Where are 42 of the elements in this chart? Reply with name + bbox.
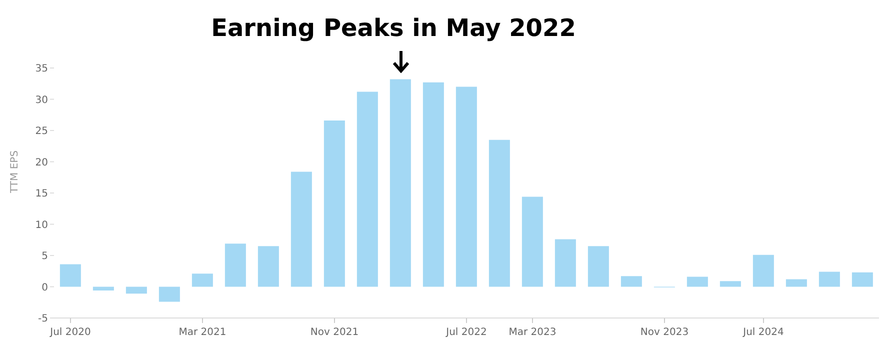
- x-tick-label: Jul 2024: [742, 327, 784, 338]
- y-tick-label: 20: [35, 157, 48, 168]
- bar: [92, 286, 114, 290]
- bar: [158, 286, 180, 302]
- x-tick-label: Jul 2022: [445, 327, 487, 338]
- y-tick-label: 15: [35, 188, 48, 200]
- bar: [588, 246, 609, 287]
- bar: [456, 86, 477, 287]
- bar: [786, 279, 807, 287]
- bar: [290, 172, 312, 287]
- bar: [356, 92, 378, 287]
- x-tick-label: Jul 2020: [49, 327, 91, 338]
- x-tick-label: Mar 2023: [508, 327, 556, 338]
- y-tick-label: 25: [35, 126, 48, 138]
- x-tick-label: Mar 2021: [178, 327, 226, 338]
- bar: [390, 79, 411, 287]
- bar: [60, 264, 81, 287]
- bar: [488, 140, 510, 287]
- bar: [192, 274, 213, 287]
- y-tick-label: -5: [38, 314, 48, 325]
- chart-title: Earning Peaks in May 2022: [210, 13, 577, 44]
- bar: [126, 286, 147, 294]
- bar: [554, 239, 576, 287]
- y-tick-label: 10: [35, 220, 48, 231]
- bar: [522, 196, 543, 287]
- y-tick-label: 5: [42, 251, 48, 262]
- bar: [752, 254, 774, 287]
- bar: [224, 244, 246, 287]
- y-axis-title: TTM EPS: [10, 150, 21, 194]
- x-tick-label: Nov 2023: [640, 327, 689, 338]
- bar: [422, 82, 444, 287]
- bar: [720, 281, 741, 287]
- y-tick-label: 30: [35, 94, 48, 106]
- bar: [818, 272, 840, 287]
- bar: [852, 272, 873, 287]
- x-tick-label: Nov 2021: [310, 327, 359, 338]
- bar: [258, 246, 279, 287]
- bar: [686, 276, 708, 287]
- bar: [324, 120, 345, 287]
- y-tick-label: 0: [42, 282, 48, 294]
- y-tick-label: 35: [35, 64, 48, 75]
- bar: [620, 276, 642, 287]
